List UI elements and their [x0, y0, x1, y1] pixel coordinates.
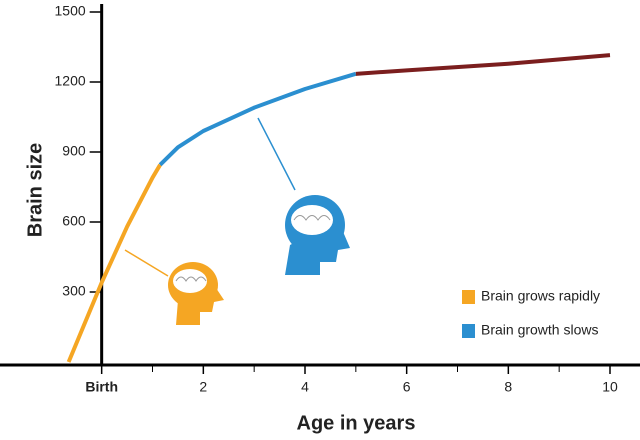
legend-swatch [462, 324, 475, 338]
x-tick-label: 2 [199, 379, 207, 395]
y-tick-label: 1500 [55, 3, 86, 19]
y-tick-label: 900 [62, 143, 86, 159]
line-segment [355, 53, 611, 76]
line-segment [158, 71, 357, 167]
legend-label: Brain growth slows [481, 322, 599, 338]
x-tick-label: 4 [301, 379, 309, 395]
x-tick-label: 6 [403, 379, 411, 395]
y-tick-label: 600 [62, 213, 86, 229]
line-segment [66, 163, 162, 363]
connector-lines [124, 117, 296, 277]
x-axis-title: Age in years [297, 412, 416, 434]
child-head [285, 195, 350, 275]
connector [124, 249, 169, 277]
x-tick-label: 8 [504, 379, 512, 395]
connector [257, 117, 296, 191]
y-tick-label: 1200 [55, 73, 86, 89]
legend-swatch [462, 290, 475, 304]
legend-label: Brain grows rapidly [481, 288, 600, 304]
x-tick-label: Birth [85, 379, 118, 395]
x-tick-label: 10 [602, 379, 618, 395]
y-axis-title: Brain size [24, 143, 46, 237]
y-tick-label: 300 [62, 283, 86, 299]
infant-head [168, 262, 224, 325]
